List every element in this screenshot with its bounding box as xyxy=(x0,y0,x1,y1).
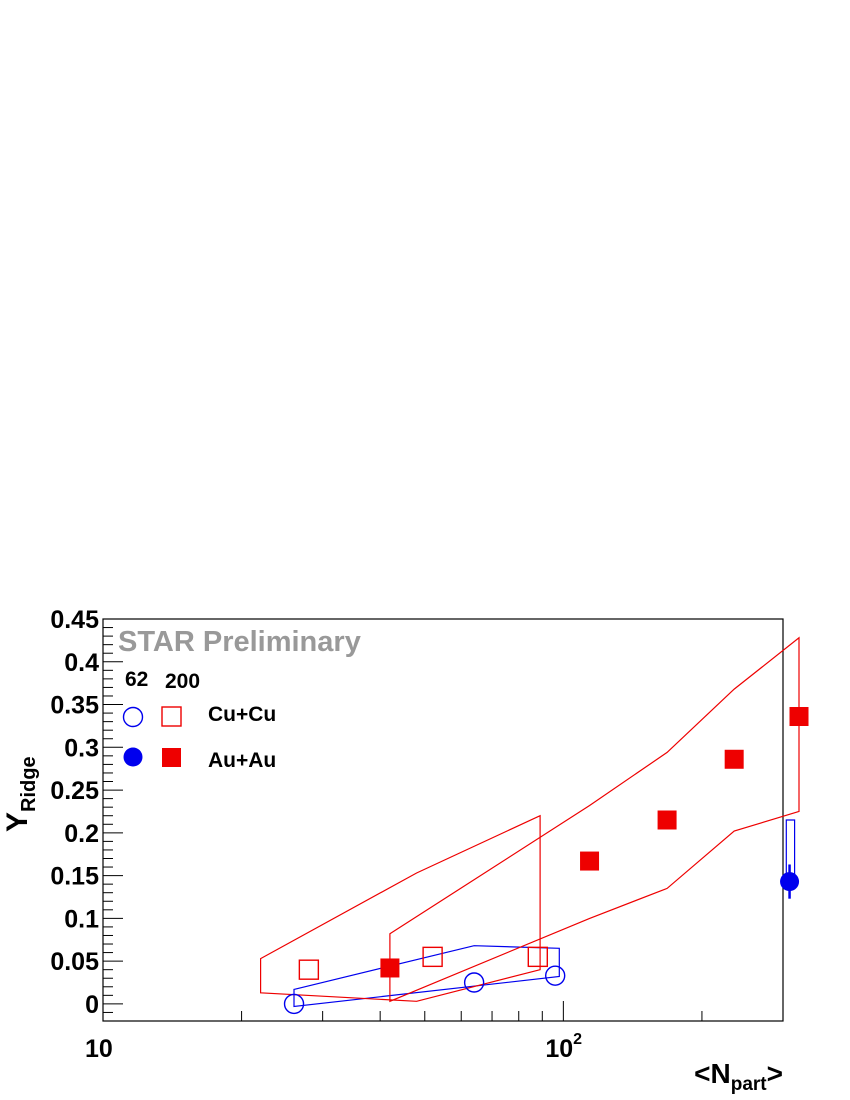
x-axis-title-end: > xyxy=(767,1058,783,1089)
y-tick-label: 0.25 xyxy=(50,777,99,805)
y-axis-title: YRidge xyxy=(1,756,40,832)
x-tick-label: 102 xyxy=(545,1031,582,1063)
x-axis-title-sub: part xyxy=(731,1074,768,1095)
x-axis: 10 102 xyxy=(85,1001,783,1063)
data-markers xyxy=(285,707,809,1013)
y-tick-label: 0.4 xyxy=(64,649,99,677)
auau200-point xyxy=(725,750,744,769)
y-tick-label: 0.1 xyxy=(64,905,99,933)
y-tick-label: 0.15 xyxy=(50,863,99,891)
x-tick-base: 10 xyxy=(85,1035,113,1063)
x-tick-base: 10 xyxy=(545,1035,573,1063)
legend-marker-open-square xyxy=(162,707,181,726)
cucu62-point xyxy=(465,973,484,992)
y-tick-label: 0.45 xyxy=(50,606,99,634)
y-axis-title-sub: Ridge xyxy=(18,756,40,812)
systematic-bands xyxy=(261,638,799,1007)
legend-label-cucu: Cu+Cu xyxy=(208,703,276,726)
x-tick-label: 10 xyxy=(85,1035,113,1063)
cucu62-point xyxy=(546,966,565,985)
cucu200-systematic-band xyxy=(261,816,540,1002)
auau200-point xyxy=(380,958,399,977)
legend-marker-open-circle xyxy=(124,708,143,727)
y-tick-label: 0.3 xyxy=(64,734,99,762)
legend-header-200: 200 xyxy=(165,670,200,693)
legend-label-auau: Au+Au xyxy=(208,749,276,772)
star-preliminary-label: STAR Preliminary xyxy=(118,626,361,658)
legend-marker-filled-square xyxy=(162,748,181,767)
auau200-point xyxy=(790,707,809,726)
auau200-point xyxy=(658,811,677,830)
x-axis-title-main: <N xyxy=(694,1058,731,1089)
y-tick-label: 0.05 xyxy=(50,948,99,976)
y-tick-label: 0.35 xyxy=(50,692,99,720)
legend-header-62: 62 xyxy=(125,668,148,691)
legend: 62 200 Cu+Cu Au+Au xyxy=(124,668,277,772)
y-axis: 0 0.05 0.1 0.15 0.2 0.25 0.3 0.35 0.4 0.45 xyxy=(50,606,123,1021)
auau200-point xyxy=(580,852,599,871)
x-axis-title: <Npart> xyxy=(694,1058,783,1095)
x-tick-exponent: 2 xyxy=(573,1031,582,1048)
y-tick-label: 0.2 xyxy=(64,820,99,848)
y-tick-label: 0 xyxy=(85,991,99,1019)
y-axis-title-main: Y xyxy=(1,812,34,832)
legend-marker-filled-circle xyxy=(124,748,143,767)
auau200-systematic-band xyxy=(390,638,799,1002)
cucu200-point xyxy=(528,947,547,966)
cucu200-point xyxy=(299,960,318,979)
auau62-point xyxy=(780,872,799,891)
plot-frame xyxy=(103,619,783,1021)
